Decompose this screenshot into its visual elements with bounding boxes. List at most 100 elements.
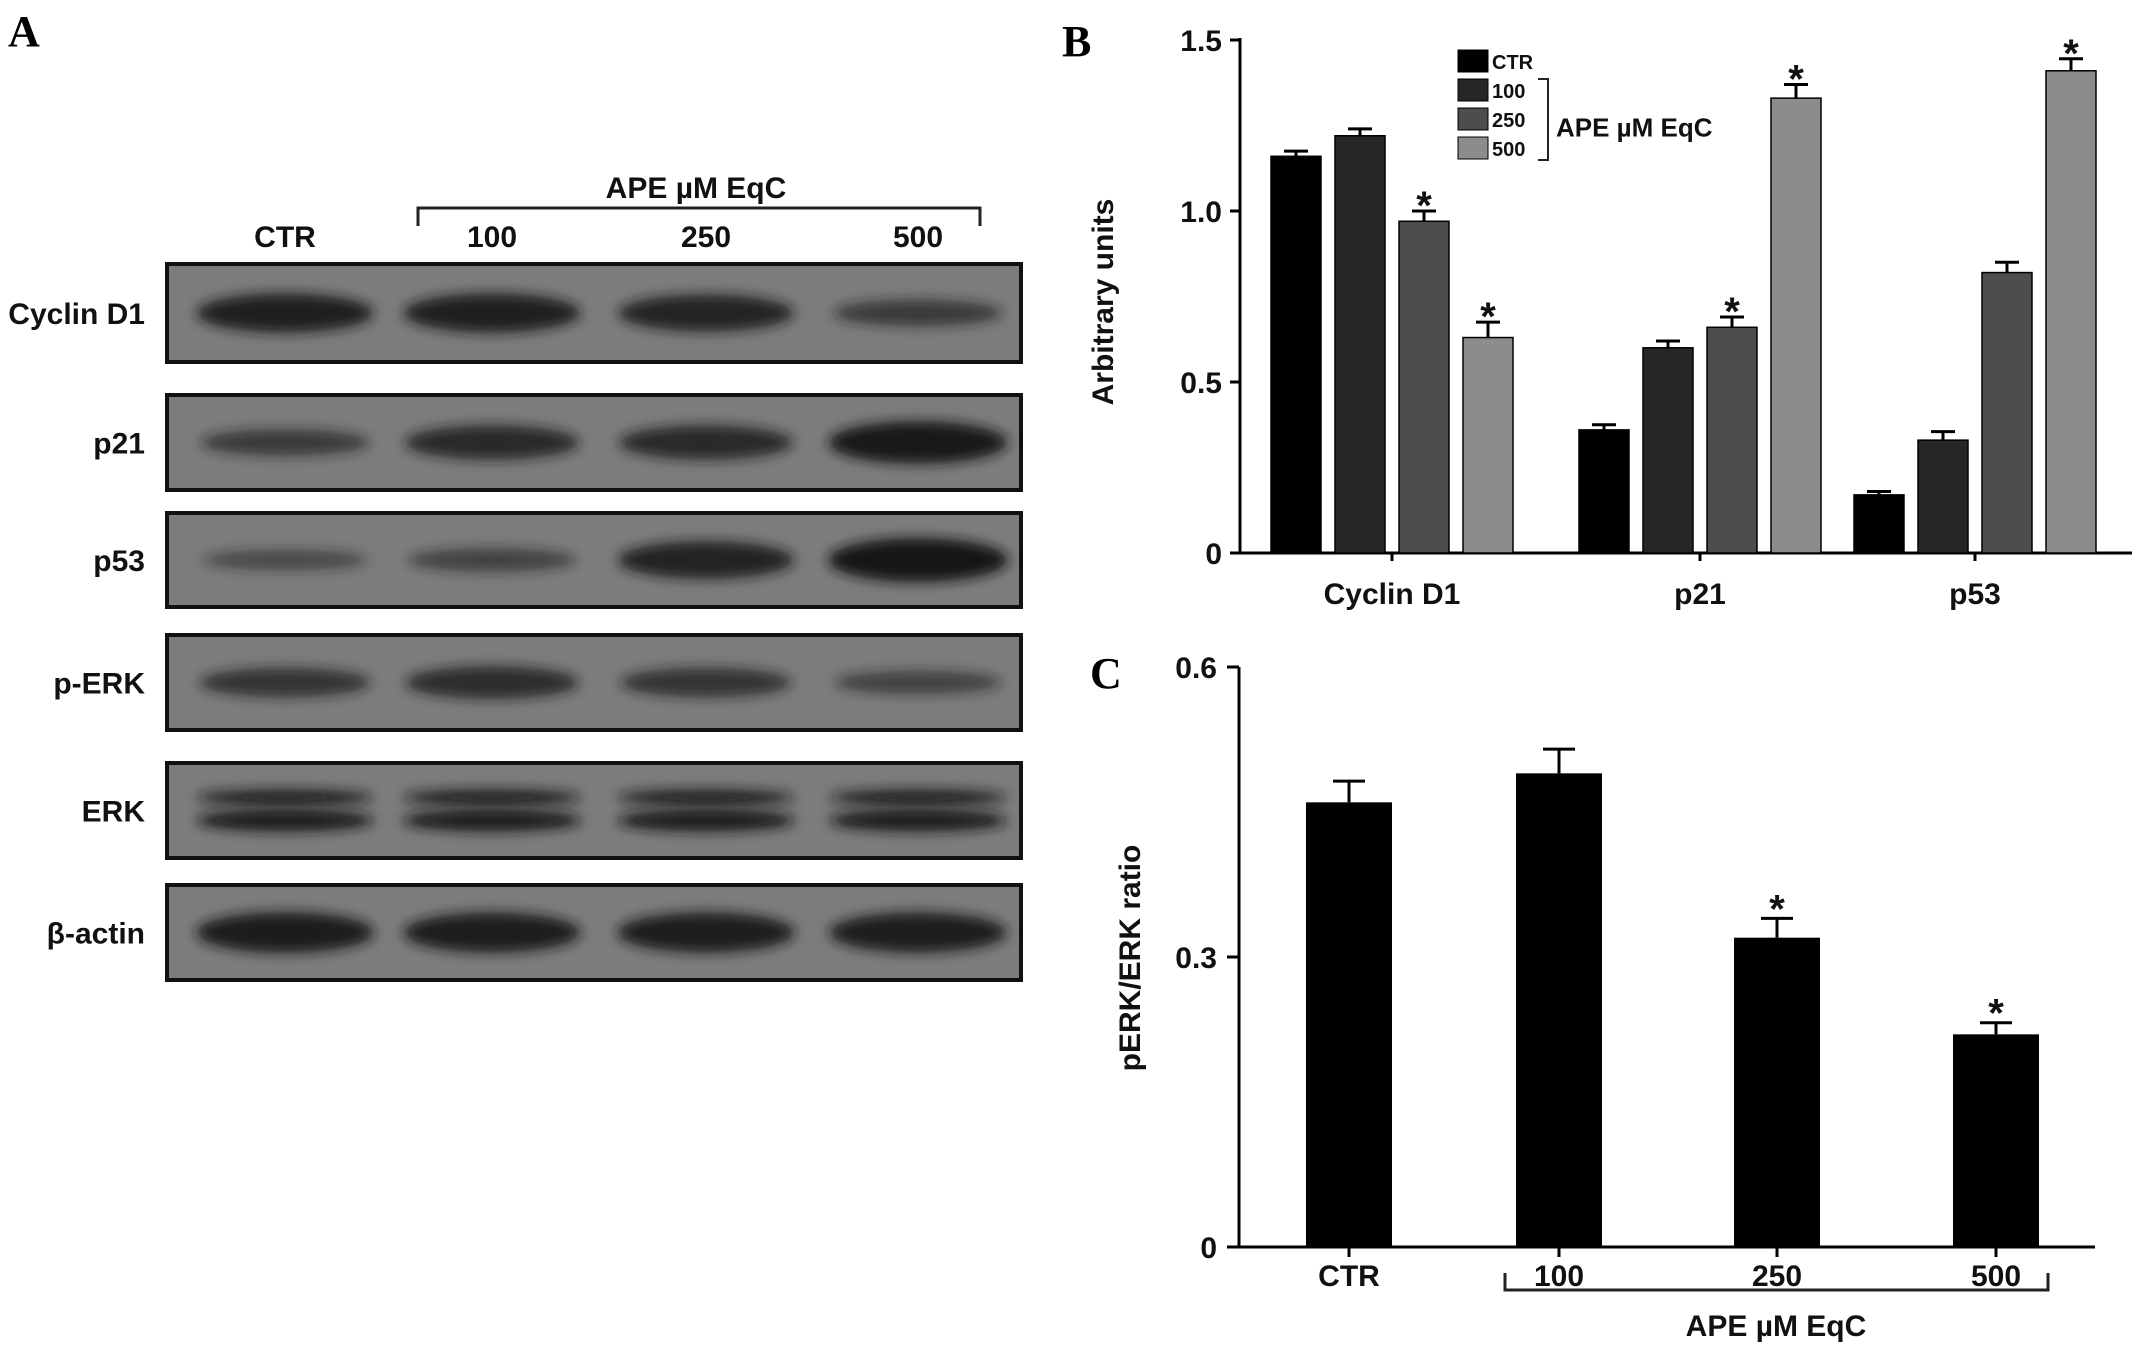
panel-c-y-axis-label: pERK/ERK ratio [1114,845,1147,1072]
panel-b-y-tick-label: 0.5 [1180,367,1222,400]
band-erk-upper-1 [403,789,581,806]
blot-group-label: APE µM EqC [606,172,787,205]
panel-b-significance-marker: * [1724,290,1740,334]
band-p53-1 [408,548,576,572]
panel-b-chart: B Arbitrary units 0 0.5 1.0 1.5 Cyclin D1 p21… [1062,17,2132,611]
band-erk-lower-0 [196,809,374,832]
panel-b-bar-2-0 [1853,494,1905,554]
panel-b-letter: B [1062,17,1091,66]
panel-b-legend-swatch-100 [1457,78,1489,102]
band-cyclin-d1-0 [196,293,374,333]
panel-b-legend-label-500: 500 [1492,139,1525,161]
panel-b-legend-label-ctr: CTR [1492,52,1534,74]
lane-label-500: 500 [893,221,943,254]
blot-p53: p53 [93,511,1023,609]
panel-a-western-blot: A APE µM EqC CTR 100 250 500 Cyclin D1 p21 p5… [8,7,1023,982]
panel-c-group-label: APE µM EqC [1686,1310,1867,1343]
band-erk-lower-1 [403,809,581,832]
panel-b-legend-label-250: 250 [1492,110,1525,132]
panel-c-significance-marker: * [1769,887,1785,931]
panel-a-letter: A [8,7,40,56]
panel-b-x-tick-label-p21: p21 [1674,578,1726,611]
panel-b-legend-swatch-500 [1457,136,1489,160]
panel-b-legend-group-label: APE µM EqC [1556,113,1713,143]
band-beta-actin-3 [829,912,1007,953]
panel-b-legend-swatch-250 [1457,107,1489,131]
band-erk-lower-3 [829,809,1007,832]
panel-b-bar-1-0 [1578,429,1630,554]
panel-c-y-tick-label: 0.6 [1175,652,1217,685]
band-erk-upper-3 [829,789,1007,806]
panel-c-x-tick-label-500: 500 [1971,1260,2021,1293]
band-beta-actin-0 [196,912,374,953]
panel-b-y-tick-label: 1.0 [1180,196,1222,229]
lane-label-ctr: CTR [254,221,316,254]
panel-c-y-tick-label: 0 [1200,1232,1217,1265]
panel-b-significance-marker: * [1416,184,1432,228]
band-p21-1 [405,425,579,460]
panel-b-legend-bracket [1538,78,1549,161]
panel-b-bar-1-2 [1706,326,1758,554]
band-p21-3 [828,421,1008,464]
panel-b-bar-0-2 [1398,220,1450,554]
band-p-erk-3 [834,670,1002,695]
panel-b-bar-2-2 [1981,271,2033,554]
panel-b-bars: * * * * * [1270,32,2097,554]
band-p21-0 [200,429,370,456]
band-p-erk-2 [620,667,792,698]
panel-c-y-tick-label: 0.3 [1175,942,1217,975]
blot-label-p21: p21 [93,428,145,461]
blot-label-p-erk: p-ERK [53,668,145,701]
panel-c-x-tick-label-250: 250 [1752,1260,1802,1293]
lane-label-100: 100 [467,221,517,254]
panel-c-bar-ctr [1306,802,1392,1247]
band-p53-0 [202,550,368,570]
panel-b-bar-0-1 [1334,135,1386,554]
panel-b-bar-2-3 [2045,70,2097,554]
panel-c-bar-250 [1734,937,1820,1247]
panel-c-significance-marker: * [1988,992,2004,1036]
blot-label-p53: p53 [93,545,145,578]
band-p-erk-1 [405,666,579,699]
band-p53-3 [828,538,1008,582]
panel-b-bar-0-3 [1462,336,1514,554]
panel-c-bars: ** [1306,747,2039,1247]
band-cyclin-d1-1 [403,293,581,333]
panel-c-x-tick-label-100: 100 [1534,1260,1584,1293]
blots: Cyclin D1 p21 p53 p-ERK ERK β-actin [8,262,1023,982]
panel-b-legend-swatch-ctr [1457,49,1489,73]
panel-b-legend-label-100: 100 [1492,81,1525,103]
panel-b-bar-2-1 [1917,439,1969,554]
band-erk-lower-2 [617,809,795,832]
band-p53-2 [618,541,794,579]
panel-b-bar-1-3 [1770,97,1822,554]
band-beta-actin-1 [403,912,581,953]
panel-b-y-tick-label: 0 [1205,538,1222,571]
band-cyclin-d1-3 [833,299,1003,327]
panel-b-bar-1-1 [1642,347,1694,554]
panel-b-legend: CTR 100 250 500 APE µM EqC [1457,49,1713,161]
band-erk-upper-0 [196,789,374,806]
blot-label-cyclin-d1: Cyclin D1 [8,298,145,331]
panel-b-x-tick-label-p53: p53 [1949,578,2001,611]
panel-b-bar-0-0 [1270,155,1322,554]
band-erk-upper-2 [617,789,795,806]
lane-labels: CTR 100 250 500 [254,221,943,254]
panel-b-significance-marker: * [1788,57,1804,101]
band-beta-actin-2 [617,912,795,953]
blot-group-bracket [416,206,982,226]
blot-label-erk: ERK [82,796,146,829]
blot-beta-actin: β-actin [47,883,1023,982]
blot-p-erk: p-ERK [53,633,1023,732]
panel-b-x-tick-label-cyclin-d1: Cyclin D1 [1324,578,1461,611]
panel-b-y-tick-label: 1.5 [1180,25,1222,58]
panel-c-x-tick-label-ctr: CTR [1318,1260,1380,1293]
panel-c-letter: C [1090,649,1122,698]
lane-label-250: 250 [681,221,731,254]
panel-b-significance-marker: * [2063,32,2079,76]
blot-erk: ERK [82,761,1023,860]
blot-cyclin-d1: Cyclin D1 [8,262,1023,364]
band-cyclin-d1-2 [618,294,794,332]
